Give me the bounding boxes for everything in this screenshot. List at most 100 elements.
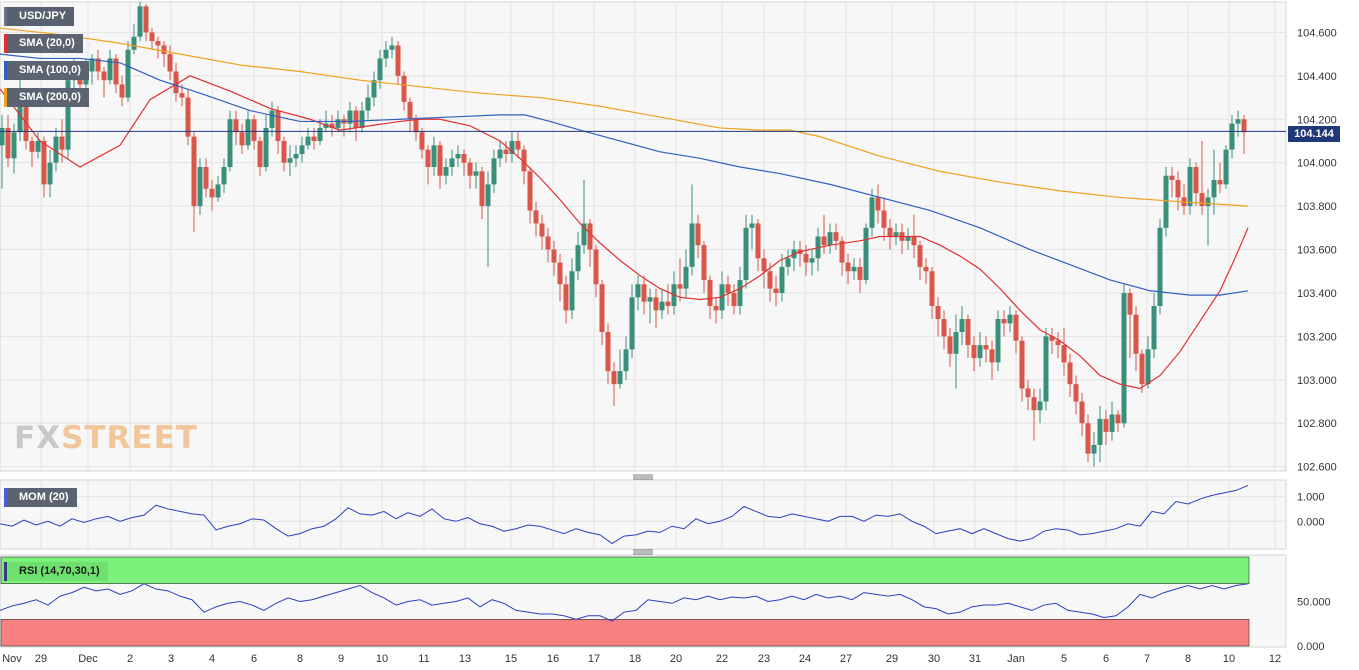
candle-up [1151,305,1157,350]
candle-up [299,145,305,154]
candle-up [1121,292,1127,424]
candle-down [917,245,923,267]
candle-down [113,58,119,85]
candle-up [383,49,389,59]
x-tick-label: 6 [1103,653,1109,665]
candle-down [767,271,773,289]
candle-up [779,266,785,293]
candle-down [191,136,197,207]
candle-down [563,284,569,311]
candle-up [1163,175,1169,228]
candle-up [17,106,23,133]
sma100-label[interactable]: SMA (100,0) [4,61,89,80]
candle-down [701,245,707,280]
candle-up [581,223,587,246]
candle-down [1199,193,1205,207]
candle-up [347,110,353,124]
candle-down [1019,340,1025,389]
candle-up [359,110,365,128]
candle-down [353,110,359,128]
candle-down [1067,362,1073,385]
candle-up [371,80,377,98]
candle-down [239,132,245,146]
candle-up [389,45,395,50]
candle-up [809,258,815,263]
momentum-label[interactable]: MOM (20) [4,488,77,507]
candle-up [1037,401,1043,411]
x-tick-label: 4 [209,653,215,665]
candle-up [1091,444,1097,454]
y-tick-label: 103.800 [1297,201,1337,213]
candle-down [755,223,761,259]
candle-down [551,249,557,263]
candle-down [611,371,617,385]
candle-down [845,262,851,272]
candle-up [491,158,497,185]
y-tick-label: 103.200 [1297,331,1337,343]
candle-up [1223,149,1229,185]
candle-down [257,140,263,168]
candle-down [209,188,215,198]
sma20-label[interactable]: SMA (20,0) [4,34,83,53]
candle-up [719,284,725,311]
y-tick-label: 102.800 [1297,418,1337,430]
x-tick-label: 13 [459,653,471,665]
x-tick-label: 24 [799,653,811,665]
x-axis-labels: Nov 29 Dec 2 3 4 6 8 9 10 11 13 15 16 17 18 20 22 23 24 27 29… [2,653,1281,665]
candle-down [521,149,527,172]
candle-up [1007,314,1013,324]
symbol-label[interactable]: USD/JPY [4,7,75,26]
candle-down [641,284,647,302]
candle-down [773,288,779,293]
candle-up [509,140,515,154]
candle-up [263,127,269,168]
candle-up [749,223,755,228]
mom-y-tick-label: 0.000 [1297,516,1325,528]
candle-up [1043,336,1049,402]
candle-down [545,236,551,250]
pane-dividers[interactable] [633,474,653,555]
candle-down [5,127,11,159]
candle-down [41,140,47,185]
candle-down [857,266,863,280]
candle-up [293,153,299,159]
candle-down [1013,314,1019,341]
candlesticks [0,2,1247,467]
momentum-line [0,485,1249,545]
candle-down [515,140,521,150]
moving-averages [0,27,1249,390]
candle-up [827,232,833,246]
candle-down [1079,401,1085,424]
candle-up [221,167,227,185]
candle-down [395,45,401,76]
sma200-line [0,27,1249,207]
candle-down [929,271,935,306]
candle-up [869,197,875,228]
x-tick-label: 8 [1185,653,1191,665]
x-tick-label: 8 [297,653,303,665]
candle-up [617,371,623,385]
candle-up [1097,418,1103,445]
candle-down [1061,345,1067,363]
x-tick-label: 6 [251,653,257,665]
candle-down [155,41,161,46]
candle-up [305,136,311,146]
x-tick-label: 29 [886,653,898,665]
sma20-line [0,75,1249,390]
candle-down [599,284,605,333]
candle-down [179,93,185,98]
candle-up [1205,197,1211,207]
candle-down [425,149,431,168]
pane-bg-0 [0,1,1287,472]
x-tick-label: 7 [1144,653,1150,665]
candle-up [455,153,461,159]
candle-down [761,258,767,272]
candle-up [335,119,341,128]
candle-up [89,58,95,72]
x-tick-label: 11 [418,653,429,665]
candle-down [1169,175,1175,181]
candle-up [11,132,17,159]
candle-down [833,232,839,241]
sma200-label[interactable]: SMA (200,0) [4,88,89,107]
rsi-label[interactable]: RSI (14,70,30,1) [4,562,108,581]
